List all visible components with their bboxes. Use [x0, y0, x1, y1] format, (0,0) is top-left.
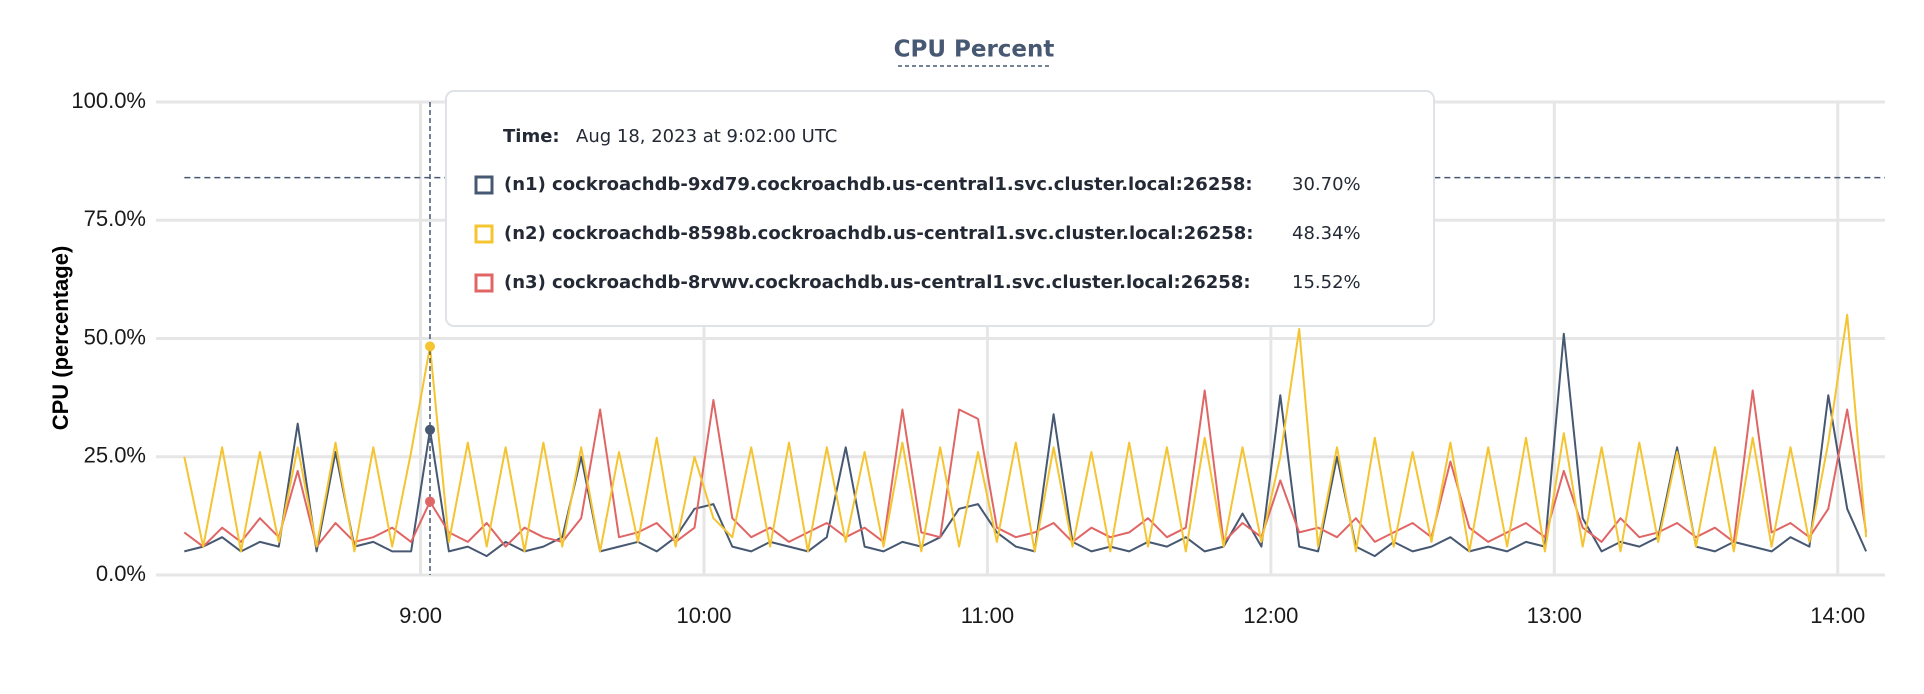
plot-lines — [183, 102, 1868, 575]
x-tick-label: 14:00 — [1810, 603, 1865, 628]
legend-swatch — [474, 175, 494, 195]
y-tick-label: 0.0% — [96, 561, 146, 586]
tooltip-time: Aug 18, 2023 at 9:02:00 UTC — [576, 126, 837, 147]
hover-point — [424, 424, 435, 435]
y-axis-label: CPU (percentage) — [48, 246, 73, 431]
y-tick-label: 25.0% — [84, 443, 146, 468]
hover-point — [424, 496, 435, 507]
series-line — [183, 313, 1868, 553]
x-tick-label: 12:00 — [1243, 603, 1298, 628]
y-tick-label: 75.0% — [84, 206, 146, 231]
legend-label: (n3) cockroachdb-8rvwv.cockroachdb.us-ce… — [504, 272, 1251, 293]
chart-title: CPU Percent — [894, 37, 1055, 63]
legend-swatch — [474, 273, 494, 293]
tooltip-value: 48.34% — [1292, 223, 1361, 244]
x-tick-label: 9:00 — [399, 603, 442, 628]
hover-point — [424, 341, 435, 352]
legend-swatch — [474, 224, 494, 244]
x-tick-label: 10:00 — [676, 603, 731, 628]
x-tick-label: 11:00 — [961, 603, 1014, 628]
tooltip-box — [445, 90, 1435, 327]
y-tick-label: 50.0% — [84, 324, 146, 349]
legend-label: (n2) cockroachdb-8598b.cockroachdb.us-ce… — [504, 223, 1254, 244]
tooltip-value: 15.52% — [1292, 272, 1361, 293]
tooltip-value: 30.70% — [1292, 174, 1361, 195]
tooltip-time-label: Time: — [503, 126, 560, 147]
tooltip: Time: Aug 18, 2023 at 9:02:00 UTC (n1) c… — [445, 90, 1435, 327]
y-tick-label: 100.0% — [71, 88, 146, 113]
legend-label: (n1) cockroachdb-9xd79.cockroachdb.us-ce… — [504, 174, 1253, 195]
series-line — [184, 332, 1868, 558]
x-tick-label: 13:00 — [1527, 603, 1582, 628]
